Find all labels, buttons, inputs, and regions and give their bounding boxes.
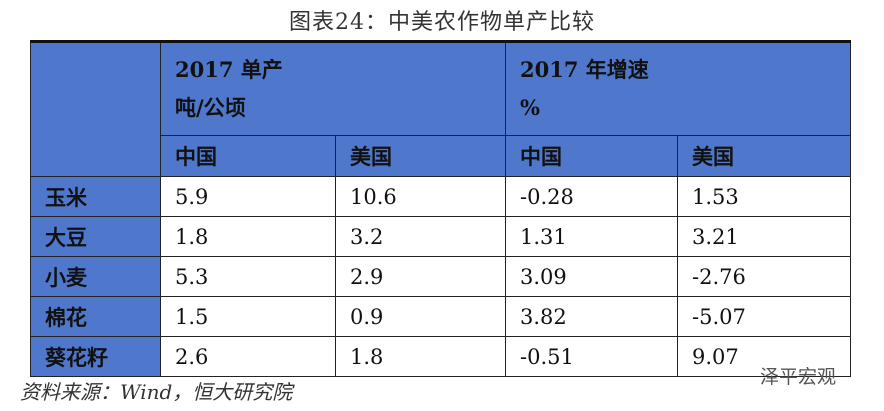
group-header-row: 2017 单产 吨/公顷 2017 年增速% <box>30 41 851 177</box>
table-row: 葵花籽 2.6 1.8 -0.51 9.07 <box>30 336 851 377</box>
table-row: 小麦 5.3 2.9 3.09 -2.76 <box>30 256 851 297</box>
sub-header: 美国 <box>335 135 506 177</box>
table: 2017 单产 吨/公顷 2017 年增速% 中国 美国 中国 美国 玉米 5.9 10.6… <box>30 40 851 377</box>
row-header: 玉米 <box>30 176 161 217</box>
cell: 3.82 <box>505 296 678 337</box>
watermark: 泽平宏观 <box>760 366 837 388</box>
sub-header: 中国 <box>505 135 678 177</box>
cell: 10.6 <box>335 176 506 217</box>
row-header: 小麦 <box>30 256 161 297</box>
cell: 2.6 <box>160 336 336 377</box>
sub-header: 中国 <box>160 135 336 177</box>
table-row: 玉米 5.9 10.6 -0.28 1.53 <box>30 176 851 217</box>
table-body: 2017 单产 吨/公顷 2017 年增速% 中国 美国 中国 美国 玉米 5.9 10.6… <box>30 41 851 377</box>
row-header: 大豆 <box>30 216 161 257</box>
cell: -0.51 <box>505 336 678 377</box>
cell: 5.3 <box>160 256 336 297</box>
sub-header: 美国 <box>677 135 851 177</box>
cell: 3.21 <box>677 216 851 257</box>
cell: 1.53 <box>677 176 851 217</box>
title: 图表24：中美农作物单产比较 <box>289 10 595 35</box>
sub-header-row: 中国 美国 中国 美国 <box>31 135 851 177</box>
row-header: 棉花 <box>30 296 161 337</box>
group-header-unit: % <box>520 95 540 120</box>
corner-cell <box>30 41 161 177</box>
row-header: 葵花籽 <box>30 336 161 377</box>
cell: -2.76 <box>677 256 851 297</box>
cell: 5.9 <box>160 176 336 217</box>
table-row: 棉花 1.5 0.9 3.82 -5.07 <box>30 296 851 337</box>
group-header-line: 2017 单产 <box>175 57 283 82</box>
cell: 3.2 <box>335 216 506 257</box>
cell: -5.07 <box>677 296 851 337</box>
cell: 1.8 <box>160 216 336 257</box>
cell: 9.07 <box>677 336 851 377</box>
table-row: 大豆 1.8 3.2 1.31 3.21 <box>30 216 851 257</box>
group-header-line: 2017 年增速 <box>520 57 649 82</box>
cell: 0.9 <box>335 296 506 337</box>
source: 资料来源：Wind，恒大研究院 <box>20 380 293 404</box>
cell: 1.31 <box>505 216 678 257</box>
group-header: 2017 单产 吨/公顷 <box>160 41 506 136</box>
cell: 2.9 <box>335 256 506 297</box>
cell: -0.28 <box>505 176 678 217</box>
cell: 3.09 <box>505 256 678 297</box>
cell: 1.5 <box>160 296 336 337</box>
group-header-unit: 吨/公顷 <box>175 95 246 120</box>
group-header: 2017 年增速% <box>505 41 851 136</box>
cell: 1.8 <box>335 336 506 377</box>
